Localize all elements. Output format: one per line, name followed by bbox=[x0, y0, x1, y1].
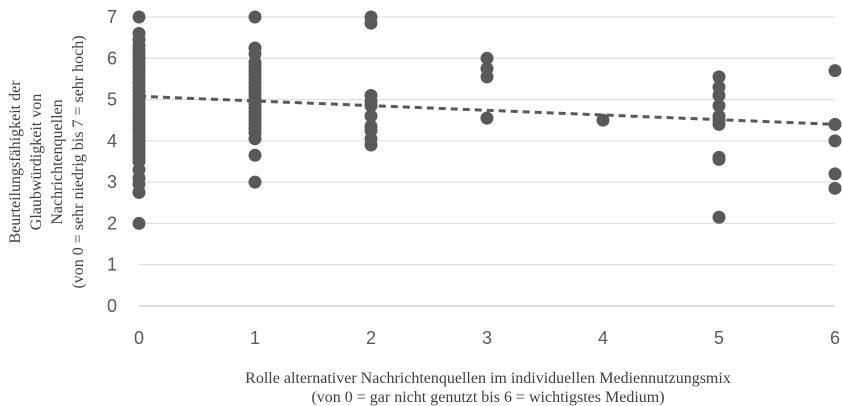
data-point bbox=[248, 148, 262, 162]
data-point bbox=[712, 210, 726, 224]
y-tick-label: 0 bbox=[107, 296, 117, 316]
y-tick-label: 4 bbox=[107, 131, 117, 151]
data-point bbox=[132, 185, 146, 199]
y-tick-label: 2 bbox=[107, 213, 117, 233]
data-point bbox=[248, 175, 262, 189]
data-point bbox=[596, 113, 610, 127]
x-tick-label: 0 bbox=[134, 328, 144, 348]
y-tick-label: 3 bbox=[107, 172, 117, 192]
y-tick-label: 6 bbox=[107, 48, 117, 68]
data-point bbox=[132, 10, 146, 24]
data-point bbox=[828, 181, 842, 195]
data-point bbox=[828, 64, 842, 78]
data-point bbox=[712, 70, 726, 84]
data-point bbox=[480, 70, 494, 84]
data-point bbox=[480, 111, 494, 125]
data-point bbox=[364, 138, 378, 152]
y-tick-label: 1 bbox=[107, 255, 117, 275]
data-point bbox=[712, 117, 726, 131]
y-axis-ticks: 0 1 2 3 4 5 6 7 bbox=[107, 7, 117, 316]
data-point bbox=[828, 117, 842, 131]
y-axis-title-line-1: Beurteilungsfähigkeit der bbox=[7, 80, 24, 244]
y-axis-title-line-2: Glaubwürdigkeit von bbox=[28, 94, 45, 230]
data-point bbox=[712, 88, 726, 102]
x-axis-ticks: 0 1 2 3 4 5 6 bbox=[134, 328, 840, 348]
y-axis-title-line-3: Nachrichtenquellen bbox=[49, 99, 66, 224]
x-tick-label: 2 bbox=[366, 328, 376, 348]
data-point bbox=[248, 132, 262, 146]
y-axis-title: Beurteilungsfähigkeit der Glaubwürdigkei… bbox=[7, 35, 87, 288]
data-point bbox=[828, 167, 842, 181]
y-tick-label: 5 bbox=[107, 90, 117, 110]
data-point bbox=[132, 216, 146, 230]
data-point bbox=[480, 51, 494, 65]
data-points bbox=[132, 10, 842, 230]
y-axis-title-line-4: (von 0 = sehr niedrig bis 7 = sehr hoch) bbox=[70, 35, 87, 288]
data-point bbox=[364, 99, 378, 113]
y-tick-label: 7 bbox=[107, 7, 117, 27]
x-tick-label: 1 bbox=[250, 328, 260, 348]
data-point bbox=[712, 152, 726, 166]
x-tick-label: 4 bbox=[598, 328, 608, 348]
x-tick-label: 3 bbox=[482, 328, 492, 348]
x-tick-label: 6 bbox=[830, 328, 840, 348]
data-point bbox=[364, 16, 378, 30]
data-point bbox=[828, 134, 842, 148]
x-tick-label: 5 bbox=[714, 328, 724, 348]
data-point bbox=[364, 109, 378, 123]
x-axis-title-line-1: Rolle alternativer Nachrichtenquellen im… bbox=[245, 370, 731, 387]
x-axis-title-line-2: (von 0 = gar nicht genutzt bis 6 = wicht… bbox=[311, 389, 664, 406]
data-point bbox=[248, 10, 262, 24]
data-point bbox=[712, 99, 726, 113]
